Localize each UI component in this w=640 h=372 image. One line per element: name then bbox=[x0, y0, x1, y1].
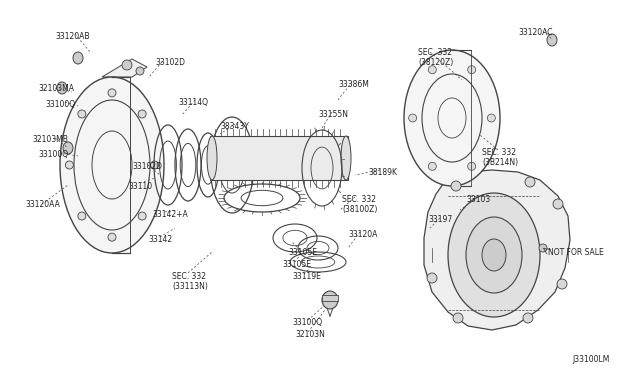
Ellipse shape bbox=[78, 212, 86, 220]
Text: 33197: 33197 bbox=[428, 215, 452, 224]
FancyBboxPatch shape bbox=[322, 295, 338, 301]
Ellipse shape bbox=[404, 50, 500, 186]
Text: 33155N: 33155N bbox=[318, 110, 348, 119]
Ellipse shape bbox=[138, 212, 146, 220]
Text: 33103: 33103 bbox=[466, 195, 490, 204]
Ellipse shape bbox=[428, 66, 436, 74]
Text: 33120A: 33120A bbox=[348, 230, 378, 239]
Ellipse shape bbox=[78, 110, 86, 118]
Ellipse shape bbox=[482, 239, 506, 271]
Ellipse shape bbox=[557, 279, 567, 289]
Text: (3B214N): (3B214N) bbox=[482, 158, 518, 167]
Ellipse shape bbox=[207, 136, 217, 180]
Text: SEC. 332: SEC. 332 bbox=[342, 195, 376, 204]
Text: NOT FOR SALE: NOT FOR SALE bbox=[548, 248, 604, 257]
Text: (38120Z): (38120Z) bbox=[418, 58, 453, 67]
Ellipse shape bbox=[448, 193, 540, 317]
Text: 33120AB: 33120AB bbox=[55, 32, 90, 41]
Text: 33105E: 33105E bbox=[288, 248, 317, 257]
Text: SEC. 332: SEC. 332 bbox=[482, 148, 516, 157]
Ellipse shape bbox=[539, 244, 547, 252]
Text: 33100Q: 33100Q bbox=[45, 100, 75, 109]
Ellipse shape bbox=[428, 162, 436, 170]
Ellipse shape bbox=[63, 142, 73, 154]
Text: J33100LM: J33100LM bbox=[572, 355, 609, 364]
Text: 32103N: 32103N bbox=[295, 330, 325, 339]
Text: 33100Q: 33100Q bbox=[38, 150, 68, 159]
Ellipse shape bbox=[60, 77, 164, 253]
Ellipse shape bbox=[409, 114, 417, 122]
Ellipse shape bbox=[138, 110, 146, 118]
Ellipse shape bbox=[57, 82, 67, 94]
Text: 38189K: 38189K bbox=[368, 168, 397, 177]
Ellipse shape bbox=[122, 60, 132, 70]
Ellipse shape bbox=[466, 217, 522, 293]
Ellipse shape bbox=[451, 181, 461, 191]
Ellipse shape bbox=[547, 34, 557, 46]
Ellipse shape bbox=[73, 52, 83, 64]
FancyBboxPatch shape bbox=[210, 136, 348, 180]
Ellipse shape bbox=[322, 291, 338, 309]
Text: (38100Z): (38100Z) bbox=[342, 205, 378, 214]
Text: 33142: 33142 bbox=[148, 235, 172, 244]
Text: 33102D: 33102D bbox=[155, 58, 185, 67]
Ellipse shape bbox=[136, 67, 144, 75]
Polygon shape bbox=[102, 59, 147, 77]
Text: 38343Y: 38343Y bbox=[220, 122, 249, 131]
Text: 33386M: 33386M bbox=[338, 80, 369, 89]
Ellipse shape bbox=[427, 273, 437, 283]
Ellipse shape bbox=[108, 89, 116, 97]
Ellipse shape bbox=[468, 162, 476, 170]
Text: 33100Q: 33100Q bbox=[292, 318, 322, 327]
Ellipse shape bbox=[525, 177, 535, 187]
Text: 33102D: 33102D bbox=[132, 162, 162, 171]
Polygon shape bbox=[424, 170, 570, 330]
Text: SEC. 332: SEC. 332 bbox=[418, 48, 452, 57]
Text: 33114Q: 33114Q bbox=[178, 98, 208, 107]
Text: 33120AC: 33120AC bbox=[518, 28, 552, 37]
Ellipse shape bbox=[108, 233, 116, 241]
Ellipse shape bbox=[341, 136, 351, 180]
Text: SEC. 332: SEC. 332 bbox=[172, 272, 206, 281]
Text: 33110: 33110 bbox=[128, 182, 152, 191]
Text: 33120AA: 33120AA bbox=[25, 200, 60, 209]
Ellipse shape bbox=[453, 313, 463, 323]
Ellipse shape bbox=[523, 313, 533, 323]
Text: (33113N): (33113N) bbox=[172, 282, 208, 291]
Ellipse shape bbox=[468, 66, 476, 74]
Ellipse shape bbox=[553, 199, 563, 209]
Text: 32103MB: 32103MB bbox=[32, 135, 68, 144]
Ellipse shape bbox=[488, 114, 495, 122]
Ellipse shape bbox=[150, 161, 159, 169]
Text: 33142+A: 33142+A bbox=[152, 210, 188, 219]
Text: 33119E: 33119E bbox=[292, 272, 321, 281]
Text: 32103MA: 32103MA bbox=[38, 84, 74, 93]
Ellipse shape bbox=[65, 161, 74, 169]
Text: 33105E: 33105E bbox=[282, 260, 311, 269]
